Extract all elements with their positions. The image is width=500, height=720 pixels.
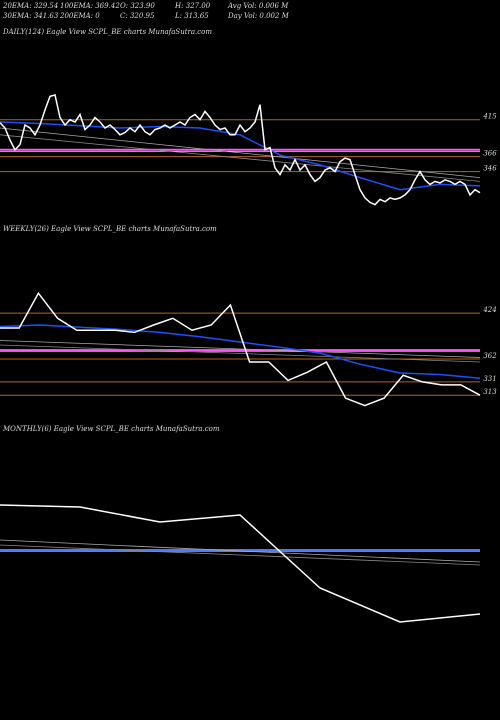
price-line (0, 539, 481, 563)
header-stat: L: 313.65 (174, 12, 209, 20)
panel-title: DAILY(124) Eagle View SCPL_BE charts Mun… (2, 28, 212, 36)
y-tick-label: 424 (482, 306, 496, 314)
header-stat: Day Vol: 0.002 M (227, 12, 290, 20)
header-stat: O: 323.90 (120, 2, 155, 10)
price-line (0, 121, 481, 191)
header-stat: C: 320.95 (120, 12, 155, 20)
price-line (0, 93, 481, 206)
price-line (0, 504, 481, 623)
header-stat: 20EMA: 329.54 (2, 2, 58, 10)
panel-title: MONTHLY(6) Eagle View SCPL_BE charts Mun… (2, 425, 220, 433)
header-stat: 30EMA: 341.63 (3, 12, 59, 20)
price-line (0, 340, 481, 358)
header-stat: 200EMA: 0 (59, 12, 100, 20)
y-tick-label: 366 (483, 150, 497, 158)
y-tick-label: 331 (483, 375, 496, 383)
price-line (0, 291, 481, 407)
y-tick-label: 346 (483, 165, 497, 173)
price-line (0, 344, 481, 363)
price-line (0, 134, 481, 182)
price-line (0, 544, 481, 566)
y-tick-label: 415 (482, 113, 497, 121)
y-tick-label: 313 (483, 388, 497, 396)
header-stat: Avg Vol: 0.006 M (227, 2, 289, 10)
header-stat: H: 327.00 (174, 2, 211, 10)
price-line (0, 324, 481, 379)
price-line (0, 127, 481, 178)
panel-title: WEEKLY(26) Eagle View SCPL_BE charts Mun… (3, 225, 217, 233)
y-tick-label: 362 (483, 352, 497, 360)
header-stat: 100EMA: 369.42 (60, 2, 120, 10)
